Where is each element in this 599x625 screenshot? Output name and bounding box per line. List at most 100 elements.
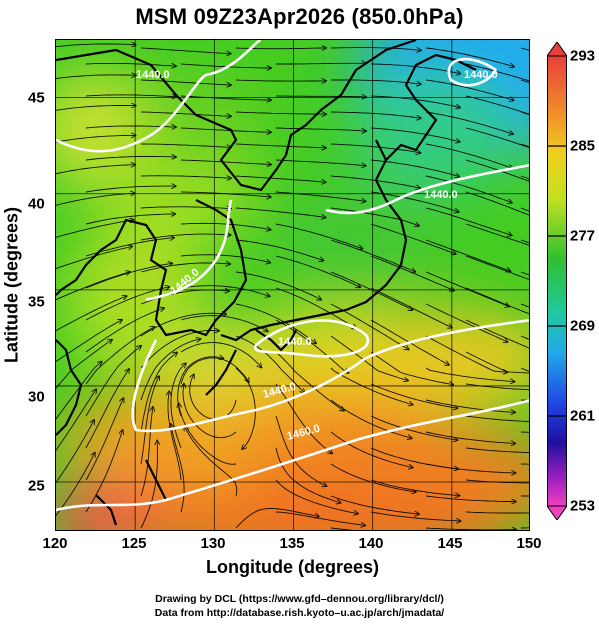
streamline [179, 403, 237, 465]
streamline [275, 351, 344, 411]
streamline [140, 47, 231, 54]
streamline [425, 335, 507, 372]
streamline [56, 320, 122, 362]
streamline [85, 308, 164, 353]
streamline [425, 207, 512, 235]
streamline [465, 319, 529, 349]
streamline [56, 296, 127, 332]
map-plot-area: 1440.0 1440.0 1440.0 1440.0 1440.0 1440.… [55, 39, 530, 531]
streamline [180, 285, 270, 297]
streamline [85, 62, 176, 66]
x-tick-label: 145 [437, 535, 463, 552]
geopotential-contours [56, 40, 529, 512]
streamline [370, 127, 460, 142]
streamline [465, 511, 529, 514]
streamline [275, 255, 360, 287]
credit-drawing: Drawing by DCL (https://www.gfd–dennou.o… [155, 593, 444, 605]
contour-label: 1440.0 [424, 189, 458, 201]
contour-label: 1440.0 [464, 69, 498, 81]
streamline [56, 44, 136, 48]
streamline [275, 447, 341, 503]
streamline [425, 175, 512, 203]
streamline [465, 95, 529, 115]
x-tick-label: 125 [121, 535, 147, 552]
streamline [465, 255, 529, 280]
streamline [275, 159, 366, 166]
streamline [330, 527, 353, 530]
streamline [140, 79, 231, 85]
streamline [56, 420, 94, 484]
x-tick-label: 135 [279, 535, 305, 552]
streamline [85, 327, 155, 385]
colorbar-tick-label: 253 [570, 497, 596, 515]
streamline [177, 357, 224, 417]
streamline [235, 271, 321, 300]
streamline [56, 272, 130, 301]
streamline [56, 193, 135, 206]
streamline [235, 335, 304, 393]
streamline [56, 220, 134, 238]
streamline [465, 287, 529, 315]
colorbar-tick-label: 277 [570, 227, 596, 245]
streamline [330, 207, 419, 226]
y-axis-label: Latitude (degrees) [1, 206, 22, 364]
streamline [183, 384, 237, 439]
streamline [180, 254, 270, 263]
streamline [235, 112, 326, 114]
streamline [425, 111, 513, 134]
streamline [330, 463, 416, 492]
streamline [85, 346, 141, 417]
streamline [140, 339, 201, 401]
streamline [425, 367, 515, 382]
streamline [180, 191, 271, 197]
x-tick-label: 120 [42, 535, 68, 552]
streamline [168, 391, 182, 481]
streamline [370, 511, 461, 521]
streamline [275, 96, 366, 97]
streamline [235, 239, 323, 261]
streamline [235, 80, 326, 81]
streamline [465, 127, 529, 149]
streamline [330, 431, 413, 468]
streamline [425, 431, 515, 443]
streamline [465, 383, 529, 391]
streamline [275, 287, 356, 329]
streamline [85, 95, 176, 97]
streamline [85, 369, 129, 449]
streamline [330, 47, 421, 51]
streamline [465, 479, 529, 484]
streamline [180, 357, 249, 385]
streamline [425, 143, 513, 168]
streamline [465, 223, 529, 246]
streamline [56, 106, 136, 111]
streamline [370, 287, 452, 328]
streamline [370, 255, 454, 291]
streamline [425, 239, 510, 271]
streamline [189, 374, 237, 420]
streamline [330, 271, 413, 310]
streamline [235, 507, 319, 529]
streamline [170, 363, 186, 449]
contour-label: 1440.0 [278, 336, 312, 348]
streamline [275, 479, 358, 514]
streamline [140, 407, 153, 497]
colorbar-tick-label: 261 [570, 407, 596, 425]
streamline [465, 159, 529, 182]
streamline [331, 79, 421, 84]
x-tick-label: 140 [358, 535, 384, 552]
colorbar-tick-label: 269 [570, 317, 596, 335]
streamline [180, 159, 271, 165]
streamline [275, 511, 365, 525]
streamline [465, 63, 529, 82]
streamline [235, 303, 316, 343]
y-tick-label: 40 [28, 195, 45, 213]
y-tick-label: 25 [28, 477, 45, 495]
colorbar-tick-label: 285 [570, 137, 596, 155]
streamline [180, 95, 271, 100]
credit-data: Data from http://database.rish.kyoto–u.a… [154, 607, 445, 619]
streamline [140, 376, 159, 465]
x-tick-label: 150 [516, 535, 542, 552]
streamline [140, 331, 219, 369]
x-tick-label: 130 [200, 535, 226, 552]
streamline [140, 352, 177, 433]
